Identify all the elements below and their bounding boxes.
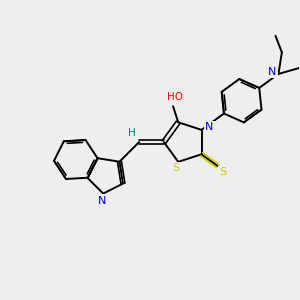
- Text: S: S: [219, 167, 226, 177]
- Text: N: N: [268, 67, 277, 77]
- Text: H: H: [128, 128, 136, 138]
- Text: N: N: [205, 122, 214, 132]
- Text: N: N: [98, 196, 106, 206]
- Text: S: S: [173, 163, 180, 173]
- Text: HO: HO: [167, 92, 183, 102]
